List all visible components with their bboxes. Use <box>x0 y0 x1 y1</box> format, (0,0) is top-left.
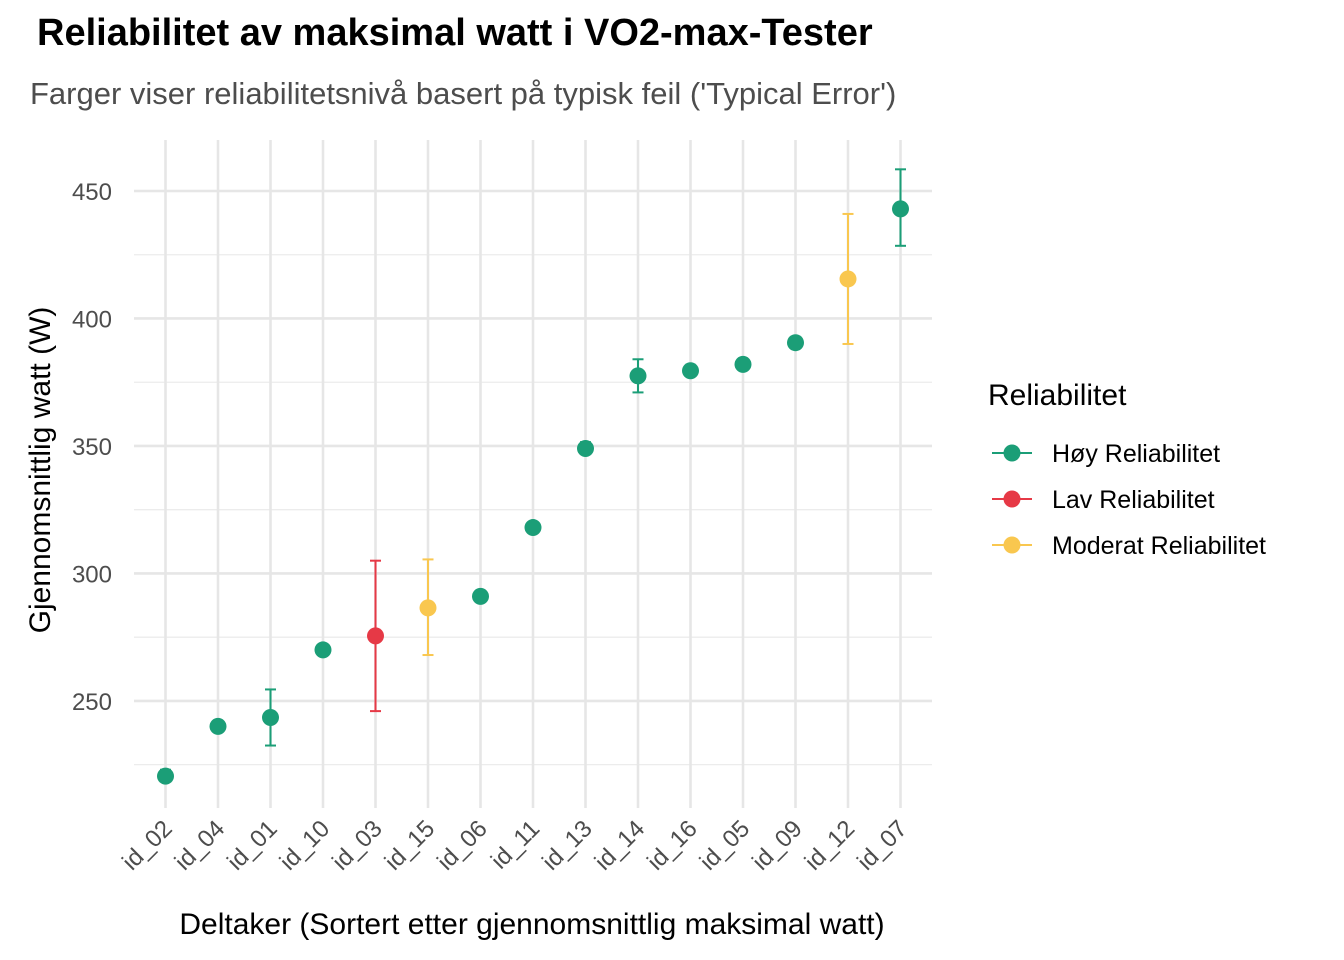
x-tick-label: id_13 <box>537 815 598 876</box>
data-point <box>209 717 227 735</box>
x-tick-label: id_12 <box>800 815 861 876</box>
data-point <box>734 355 752 373</box>
x-tick-label: id_01 <box>222 815 283 876</box>
legend-label: Moderat Reliabilitet <box>1052 532 1266 560</box>
legend-label: Lav Reliabilitet <box>1052 486 1215 514</box>
x-tick-label: id_03 <box>327 815 388 876</box>
data-point <box>262 708 279 726</box>
x-tick-label: id_16 <box>642 815 703 876</box>
data-point <box>892 200 909 218</box>
x-tick-label: id_05 <box>695 815 756 876</box>
legend-label: Høy Reliabilitet <box>1052 440 1220 468</box>
legend-entry: Lav Reliabilitet <box>992 486 1215 514</box>
data-point <box>367 627 384 645</box>
legend-key-point <box>1003 444 1021 462</box>
data-point <box>629 367 647 385</box>
x-tick-label: id_09 <box>747 815 808 876</box>
data-point <box>157 767 174 785</box>
data-point <box>682 362 699 380</box>
x-tick-label: id_06 <box>432 815 493 876</box>
legend-title: Reliabilitet <box>988 379 1127 412</box>
x-tick-label: id_10 <box>275 815 336 876</box>
y-tick-label: 400 <box>72 306 112 333</box>
x-axis-ticks: id_02id_04id_01id_10id_03id_15id_06id_11… <box>117 815 913 876</box>
data-points <box>157 200 909 785</box>
x-tick-label: id_07 <box>852 815 913 876</box>
legend-entry: Høy Reliabilitet <box>992 440 1220 468</box>
legend-entries: Høy Reliabilitet Lav Reliabilitet Moderat … <box>992 440 1266 560</box>
x-axis-label: Deltaker (Sortert etter gjennomsnittlig … <box>179 908 884 941</box>
legend-key-point <box>1003 536 1021 554</box>
legend-entry: Moderat Reliabilitet <box>992 532 1266 560</box>
x-tick-label: id_11 <box>486 815 545 874</box>
x-tick-label: id_15 <box>380 815 441 876</box>
y-tick-label: 350 <box>72 434 112 461</box>
legend-key-point <box>1003 490 1021 508</box>
x-tick-label: id_14 <box>590 815 651 876</box>
data-point <box>314 641 332 659</box>
data-point <box>787 334 804 352</box>
data-point <box>472 587 489 605</box>
y-tick-label: 250 <box>72 689 112 716</box>
data-point <box>577 440 594 458</box>
y-axis-label: Gjennomsnittlig watt (W) <box>24 307 57 634</box>
grid-major <box>134 140 932 808</box>
x-tick-label: id_04 <box>170 815 231 876</box>
chart-subtitle: Farger viser reliabilitetsnivå basert på… <box>30 76 897 111</box>
x-tick-label: id_02 <box>117 815 178 876</box>
data-point <box>524 519 542 537</box>
y-tick-label: 300 <box>72 561 112 588</box>
y-axis-ticks: 250 300 350 400 450 <box>72 179 112 716</box>
data-point <box>839 270 857 288</box>
data-point <box>419 599 437 617</box>
chart-title: Reliabilitet av maksimal watt i VO2-max-… <box>37 12 873 54</box>
y-tick-label: 450 <box>72 179 112 206</box>
legend: Reliabilitet Høy Reliabilitet Lav Reliabi… <box>988 379 1266 560</box>
